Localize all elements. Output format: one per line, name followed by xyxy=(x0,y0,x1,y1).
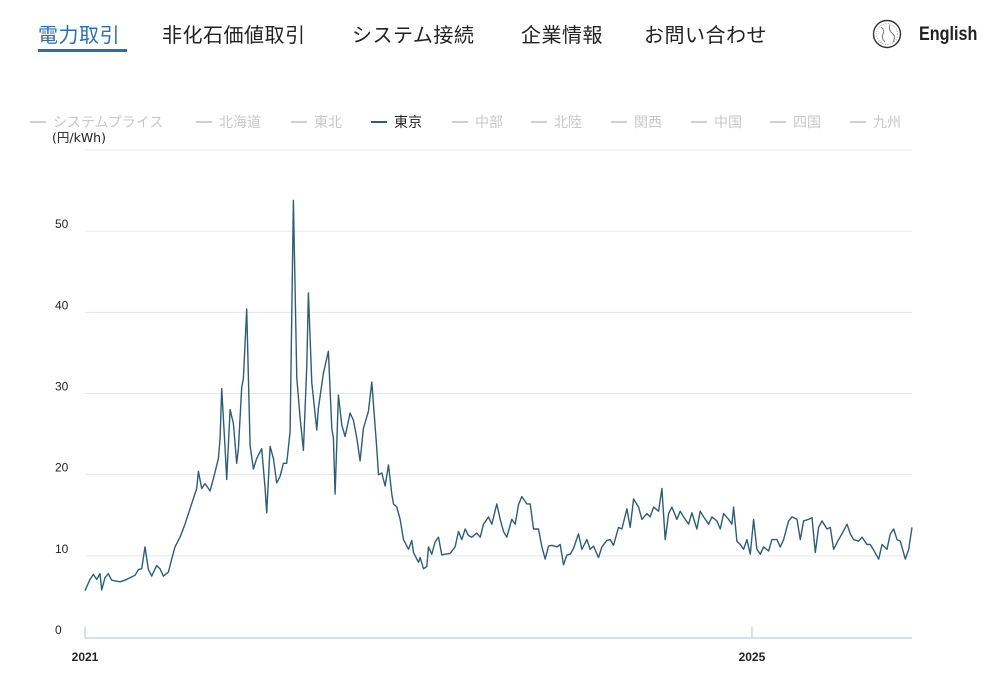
legend-item-tokyo[interactable]: 東京 xyxy=(371,112,422,132)
series-line-tokyo xyxy=(84,199,913,591)
nav-item-contact[interactable]: お問い合わせ xyxy=(644,23,767,47)
legend-swatch xyxy=(371,121,387,123)
legend-swatch xyxy=(531,121,547,123)
x-axis: 2021 2025 xyxy=(72,627,912,664)
nav-item-non-fossil[interactable]: 非化石価値取引 xyxy=(162,23,306,47)
x-tick-label: 2021 xyxy=(72,650,99,664)
legend-swatch xyxy=(770,121,786,123)
legend-item-chubu[interactable]: 中部 xyxy=(452,112,503,132)
legend-swatch xyxy=(196,121,212,123)
grid-lines xyxy=(85,149,912,557)
nav-item-company[interactable]: 企業情報 xyxy=(521,23,603,47)
legend-swatch xyxy=(850,121,866,123)
legend-label: 中国 xyxy=(714,115,742,131)
globe-icon[interactable] xyxy=(872,19,902,49)
y-axis-unit-label: (円/kWh) xyxy=(52,130,106,145)
legend-item-system-price[interactable]: システムプライス xyxy=(30,112,163,132)
legend-item-hokuriku[interactable]: 北陸 xyxy=(531,112,582,132)
nav-item-system-connection[interactable]: システム接続 xyxy=(352,23,475,47)
legend-label: 中部 xyxy=(475,115,503,131)
legend-swatch xyxy=(691,121,707,123)
legend-label: 北海道 xyxy=(219,115,261,131)
y-tick-label: 50 xyxy=(55,217,69,231)
y-tick-label: 10 xyxy=(55,542,69,556)
y-tick-labels: 0 10 20 30 40 50 xyxy=(55,217,69,637)
x-tick-label: 2025 xyxy=(739,650,766,664)
legend-label: 東北 xyxy=(314,115,342,131)
legend-label: システムプライス xyxy=(53,115,164,131)
legend-label: 四国 xyxy=(793,115,821,131)
legend-label: 東京 xyxy=(394,115,422,131)
nav-item-power-trading[interactable]: 電力取引 xyxy=(38,23,120,47)
legend-swatch xyxy=(30,121,46,123)
legend-swatch xyxy=(452,121,468,123)
legend-item-kyushu[interactable]: 九州 xyxy=(850,112,901,132)
legend-item-kansai[interactable]: 関西 xyxy=(611,112,662,132)
nav-active-underline xyxy=(38,49,127,52)
legend-item-shikoku[interactable]: 四国 xyxy=(770,112,821,132)
legend-item-hokkaido[interactable]: 北海道 xyxy=(196,112,261,132)
language-switch-english[interactable]: English xyxy=(919,24,978,45)
legend-label: 九州 xyxy=(873,115,901,131)
y-tick-label: 20 xyxy=(55,461,69,475)
legend-swatch xyxy=(611,121,627,123)
y-tick-label: 40 xyxy=(55,298,69,312)
series-lines xyxy=(84,199,913,591)
legend-item-chugoku[interactable]: 中国 xyxy=(691,112,742,132)
legend-swatch xyxy=(291,121,307,123)
legend-label: 北陸 xyxy=(554,115,582,131)
y-tick-label: 0 xyxy=(55,623,62,637)
legend-item-tohoku[interactable]: 東北 xyxy=(291,112,342,132)
y-tick-label: 30 xyxy=(55,380,69,394)
legend-label: 関西 xyxy=(634,115,662,131)
